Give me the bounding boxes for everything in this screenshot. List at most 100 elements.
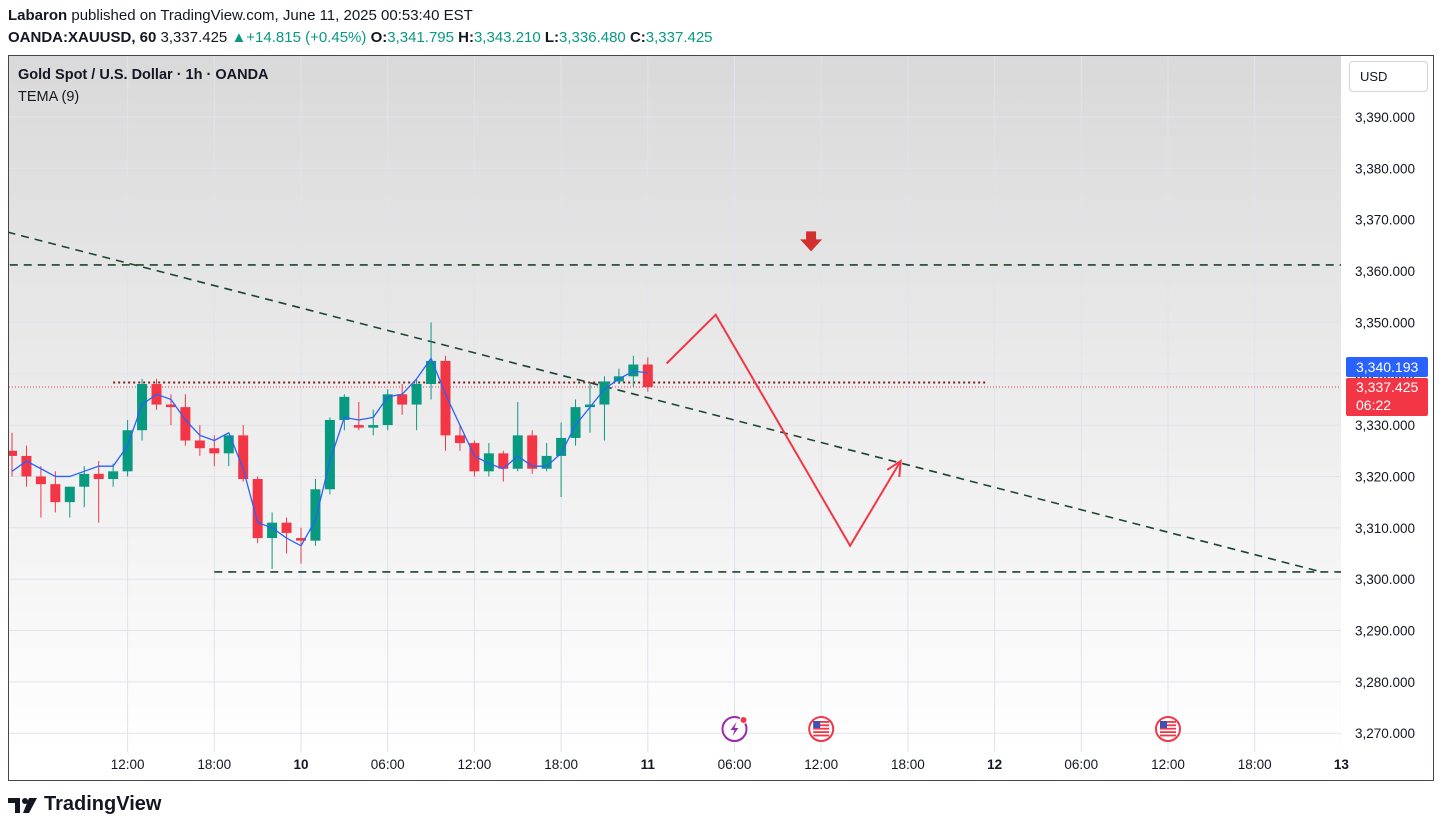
y-tick-label: 3,330.000 [1355,418,1415,433]
tema-line [11,356,648,547]
flash-event-icon[interactable] [721,716,748,742]
drawings [9,231,1341,573]
candle-body [252,479,263,539]
candle-body [223,435,234,454]
candle [512,401,523,472]
projection-path [665,313,902,548]
candle-body [9,450,17,456]
candle-body [599,381,610,405]
candle-body [64,486,75,503]
candle [642,357,653,392]
candle-body [137,384,148,431]
candle-body [324,419,335,490]
x-tick-label: 18:00 [1238,757,1272,772]
candle-body [122,430,133,472]
candle-body [585,404,595,408]
x-tick-label: 12:00 [111,757,145,772]
tema-price-tag: 3,340.193 [1346,357,1428,377]
candle-body [310,489,321,541]
candle [498,450,509,482]
candle-body [512,435,523,469]
y-tick-label: 3,320.000 [1355,469,1415,484]
candle-body [79,473,90,487]
flag-stripe [813,721,830,723]
candle [79,466,90,508]
y-tick-label: 3,350.000 [1355,315,1415,330]
x-tick-label: 10 [293,757,308,772]
candle-body [209,448,220,454]
projection-arrowhead [886,459,902,478]
candle [194,425,205,456]
candle-body [556,437,567,456]
flag-stripe [813,731,830,733]
x-tick-label: 18:00 [197,757,231,772]
candle [21,445,32,487]
chart-frame[interactable] [8,55,1434,781]
candle-body [382,394,393,426]
last-price-tag: 3,337.425 06:22 [1346,378,1428,416]
flash-icon-bolt [730,722,739,736]
candle-body [194,440,205,449]
high-label: H: [458,29,474,46]
candle [35,466,46,518]
event-markers[interactable] [721,716,1181,742]
author-name[interactable]: Labaron [8,7,68,24]
candle [426,322,437,400]
flag-stripe [1160,727,1176,730]
chart-title[interactable]: Gold Spot / U.S. Dollar · 1h · OANDA [18,67,269,83]
close-value: 3,337.425 [645,29,713,46]
us-flag-event-icon[interactable] [1155,716,1181,742]
x-tick-label: 11 [641,757,656,772]
flag-stripe [813,734,830,737]
candle-body [426,360,437,385]
change-up-icon: ▲ [231,29,247,46]
y-tick-label: 3,310.000 [1355,521,1415,536]
candle [252,476,263,544]
candle [483,443,494,477]
candles [9,322,653,569]
x-tick-label: 18:00 [891,757,925,772]
candle [570,399,581,446]
grid [9,56,1341,752]
y-tick-label: 3,380.000 [1355,161,1415,176]
candle [585,384,595,433]
candle-body [108,471,119,480]
candle-body [281,522,292,533]
low-label: L: [544,29,560,46]
currency-button[interactable]: USD [1349,61,1428,92]
flag-stripe [1160,731,1176,733]
tradingview-logo[interactable]: TradingView [8,793,161,816]
candle [353,401,364,431]
candle-body [527,435,538,469]
indicator-label[interactable]: TEMA (9) [18,89,80,105]
candle [93,461,104,523]
candle [556,422,567,497]
candle-body [642,364,653,388]
candle [411,378,422,431]
candle [440,355,451,451]
candle-body [339,396,350,420]
high-value: 3,343.210 [473,29,541,46]
flag-stripe [1160,721,1176,723]
candle-body [93,473,104,480]
candle-body [628,364,639,377]
candle [469,440,480,477]
candle [223,435,234,467]
y-axis[interactable]: 3,390.000 3,380.000 3,370.000 3,360.000 3,35… [1355,110,1415,741]
candle-body [368,425,379,428]
x-axis[interactable]: 12:00 18:00 10 06:00 12:00 18:00 11 06:00 12:00 1… [111,757,1350,772]
open-value: 3,341.795 [387,29,454,46]
y-tick-label: 3,390.000 [1355,110,1415,125]
candle-body [541,455,552,469]
published-text: published on TradingView.com, June 11, 2… [71,7,473,24]
candle [324,417,335,495]
candle-body [411,384,422,405]
publish-info: Labaron published on TradingView.com, Ju… [8,7,473,24]
x-tick-label: 12:00 [804,757,838,772]
flag-stripe [1160,734,1176,737]
candle-body [454,435,465,444]
us-flag-event-icon[interactable] [808,716,835,742]
y-tick-label: 3,280.000 [1355,675,1415,690]
candle-body [469,443,480,472]
